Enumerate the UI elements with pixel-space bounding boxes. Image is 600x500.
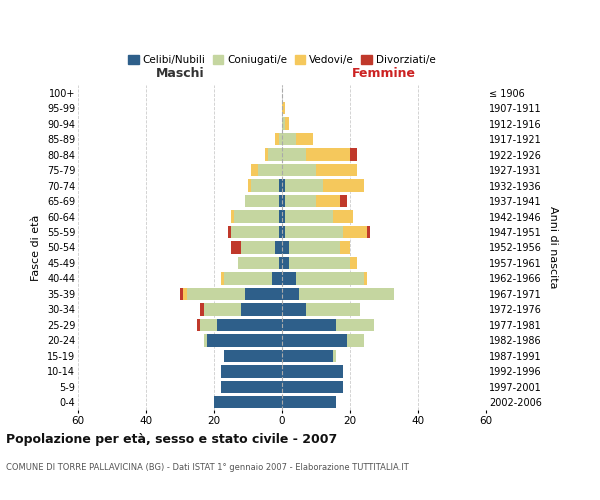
Bar xyxy=(333,210,353,222)
Bar xyxy=(337,318,374,331)
Bar xyxy=(340,242,350,254)
Bar xyxy=(282,257,289,269)
Bar xyxy=(204,334,207,346)
Bar xyxy=(364,272,367,284)
Bar xyxy=(286,180,323,192)
Bar xyxy=(282,210,286,222)
Bar xyxy=(347,334,364,346)
Bar xyxy=(289,242,340,254)
Bar xyxy=(278,257,282,269)
Bar xyxy=(265,148,268,161)
Text: Maschi: Maschi xyxy=(155,67,205,80)
Bar xyxy=(282,164,316,176)
Bar xyxy=(282,303,306,316)
Bar xyxy=(275,133,278,145)
Bar xyxy=(278,210,282,222)
Bar xyxy=(323,180,364,192)
Bar xyxy=(221,380,282,393)
Bar xyxy=(278,195,282,207)
Bar xyxy=(350,148,357,161)
Bar xyxy=(231,226,278,238)
Bar xyxy=(282,334,347,346)
Bar xyxy=(221,365,282,378)
Bar xyxy=(316,164,357,176)
Bar xyxy=(286,226,343,238)
Bar xyxy=(289,257,350,269)
Bar xyxy=(275,242,282,254)
Bar xyxy=(235,210,278,222)
Bar xyxy=(316,195,340,207)
Bar xyxy=(258,164,282,176)
Bar xyxy=(278,133,282,145)
Bar xyxy=(245,195,278,207)
Text: Popolazione per età, sesso e stato civile - 2007: Popolazione per età, sesso e stato civil… xyxy=(6,432,337,446)
Bar xyxy=(282,318,337,331)
Bar xyxy=(248,180,251,192)
Bar xyxy=(187,288,245,300)
Bar xyxy=(282,380,343,393)
Bar xyxy=(251,164,258,176)
Bar xyxy=(180,288,184,300)
Bar xyxy=(241,242,275,254)
Bar xyxy=(282,272,296,284)
Bar xyxy=(282,242,289,254)
Bar xyxy=(231,242,241,254)
Bar xyxy=(367,226,370,238)
Bar xyxy=(282,365,343,378)
Bar xyxy=(282,102,286,115)
Bar xyxy=(197,318,200,331)
Bar xyxy=(350,257,357,269)
Bar xyxy=(221,272,224,284)
Legend: Celibi/Nubili, Coniugati/e, Vedovi/e, Divorziati/e: Celibi/Nubili, Coniugati/e, Vedovi/e, Di… xyxy=(124,51,440,70)
Bar xyxy=(224,350,282,362)
Bar xyxy=(224,272,272,284)
Bar xyxy=(282,195,286,207)
Bar xyxy=(268,148,282,161)
Bar xyxy=(340,195,347,207)
Bar xyxy=(282,226,286,238)
Bar xyxy=(214,396,282,408)
Bar xyxy=(217,318,282,331)
Bar xyxy=(343,226,367,238)
Bar xyxy=(251,180,278,192)
Bar xyxy=(207,334,282,346)
Bar xyxy=(282,288,299,300)
Bar xyxy=(241,303,282,316)
Bar xyxy=(282,350,333,362)
Bar xyxy=(286,210,333,222)
Bar xyxy=(204,303,241,316)
Y-axis label: Anni di nascita: Anni di nascita xyxy=(548,206,559,288)
Bar xyxy=(286,118,289,130)
Bar xyxy=(282,180,286,192)
Bar xyxy=(227,226,231,238)
Bar xyxy=(272,272,282,284)
Bar xyxy=(296,133,313,145)
Bar xyxy=(184,288,187,300)
Y-axis label: Fasce di età: Fasce di età xyxy=(31,214,41,280)
Bar xyxy=(200,318,217,331)
Bar xyxy=(306,148,350,161)
Bar xyxy=(306,303,360,316)
Bar xyxy=(282,118,286,130)
Bar xyxy=(278,226,282,238)
Bar xyxy=(299,288,394,300)
Text: Femmine: Femmine xyxy=(352,67,416,80)
Bar xyxy=(278,180,282,192)
Bar xyxy=(282,396,337,408)
Bar xyxy=(238,257,278,269)
Bar xyxy=(286,195,316,207)
Text: COMUNE DI TORRE PALLAVICINA (BG) - Dati ISTAT 1° gennaio 2007 - Elaborazione TUT: COMUNE DI TORRE PALLAVICINA (BG) - Dati … xyxy=(6,462,409,471)
Bar xyxy=(296,272,364,284)
Bar xyxy=(282,133,296,145)
Bar xyxy=(200,303,204,316)
Bar xyxy=(282,148,306,161)
Bar xyxy=(231,210,235,222)
Bar xyxy=(333,350,337,362)
Bar xyxy=(245,288,282,300)
